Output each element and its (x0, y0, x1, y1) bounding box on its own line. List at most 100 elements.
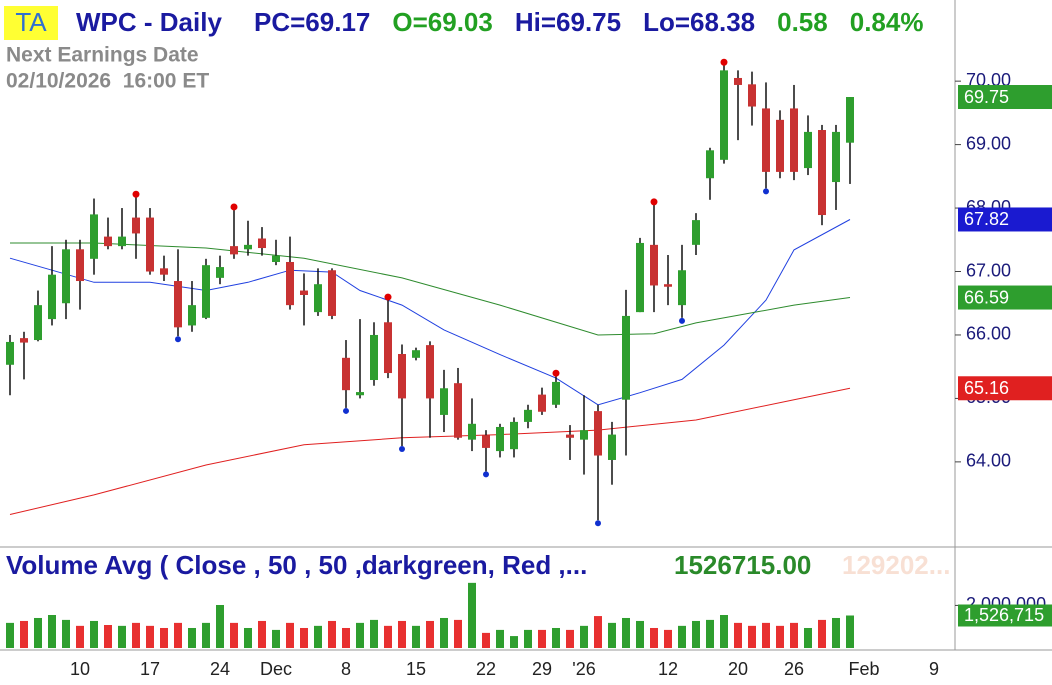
volume-bar (202, 622, 210, 648)
candle-body (622, 315, 630, 400)
x-tick-label: 24 (210, 659, 230, 679)
volume-bar (762, 622, 770, 648)
volume-bar (748, 625, 756, 648)
candle-body (468, 423, 476, 440)
candle-body (62, 249, 70, 304)
candle-body (678, 270, 686, 306)
price-label: 67.82 (964, 209, 1009, 229)
volume-bar (846, 615, 854, 648)
low-marker (483, 471, 489, 478)
candle-body (314, 284, 322, 313)
volume-avg: 1526715.00 (674, 550, 811, 580)
x-tick-label: 10 (70, 659, 90, 679)
candle-body (566, 434, 574, 438)
low-marker (763, 188, 769, 195)
volume-bar (384, 625, 392, 648)
candle-body (790, 108, 798, 172)
x-tick-label: 8 (341, 659, 351, 679)
candle-body (216, 267, 224, 278)
candle-body (832, 131, 840, 183)
quote-item: Lo=68.38 (643, 7, 755, 37)
candle-body (720, 70, 728, 160)
candle-body (174, 281, 182, 328)
volume-bar (174, 622, 182, 648)
moving-average (9, 387, 851, 515)
x-tick-label: Feb (848, 659, 879, 679)
low-marker (595, 520, 601, 527)
volume-bar (622, 617, 630, 648)
candle-body (132, 217, 140, 234)
quote-item: 0.84% (850, 7, 924, 37)
volume-bar (636, 620, 644, 648)
volume-bar (776, 625, 784, 648)
volume-bar (790, 622, 798, 648)
volume-bar (594, 616, 602, 648)
volume-bar (510, 636, 518, 648)
candle-body (328, 270, 336, 316)
candle-body (510, 421, 518, 450)
candle-body (496, 426, 504, 452)
candle-body (650, 244, 658, 286)
volume-bar (342, 627, 350, 648)
x-tick-label: 26 (784, 659, 804, 679)
y-tick-label: 67.00 (966, 260, 1011, 280)
price-label-box (958, 85, 1052, 110)
volume-bar (314, 625, 322, 648)
candle-body (342, 357, 350, 391)
quote-item: Hi=69.75 (515, 7, 621, 37)
candle-body (20, 338, 28, 343)
volume-bar (258, 620, 266, 648)
low-marker (679, 317, 685, 324)
high-marker (720, 58, 728, 66)
candle-body (706, 150, 714, 179)
candle-body (48, 274, 56, 320)
volume-bar (538, 629, 546, 648)
price-label: 66.59 (964, 287, 1009, 307)
candle-body (762, 108, 770, 172)
volume-bar (720, 615, 728, 648)
candle-body (776, 119, 784, 172)
volume-last-box (958, 604, 1052, 627)
price-label-box (958, 376, 1052, 401)
candle-body (104, 236, 112, 247)
volume-bar (188, 627, 196, 648)
volume-bar (692, 620, 700, 648)
volume-bar (132, 622, 140, 648)
volume-bar (664, 629, 672, 648)
candle-body (664, 284, 672, 287)
volume-last-label: 1,526,715 (964, 605, 1044, 625)
volume-bar (398, 620, 406, 648)
volume-bar (426, 620, 434, 648)
price-label-box (958, 285, 1052, 310)
badge: TA (15, 7, 47, 37)
x-tick-label: 17 (140, 659, 160, 679)
candle-body (356, 392, 364, 396)
volume-bar (356, 622, 364, 648)
candle-body (846, 97, 854, 143)
volume-bar (118, 625, 126, 648)
quote-item: PC=69.17 (254, 7, 370, 37)
candle-body (580, 430, 588, 440)
volume-bar (580, 625, 588, 648)
candle-body (804, 131, 812, 169)
volume-bar (216, 604, 224, 648)
volume-bar (734, 622, 742, 648)
volume-bar (496, 629, 504, 648)
volume-bar (90, 620, 98, 648)
volume-bar (818, 619, 826, 648)
candle-body (300, 290, 308, 295)
moving-average (9, 219, 851, 406)
volume-bar (244, 627, 252, 648)
volume-bar (482, 632, 490, 648)
high-marker (384, 293, 392, 301)
volume-bar (34, 617, 42, 648)
x-tick-label: 12 (658, 659, 678, 679)
x-tick-label: '26 (572, 659, 595, 679)
volume-bar (6, 622, 14, 648)
high-marker (552, 369, 560, 377)
low-marker (399, 446, 405, 453)
candle-body (482, 435, 490, 448)
low-marker (175, 336, 181, 343)
candle-body (412, 350, 420, 358)
